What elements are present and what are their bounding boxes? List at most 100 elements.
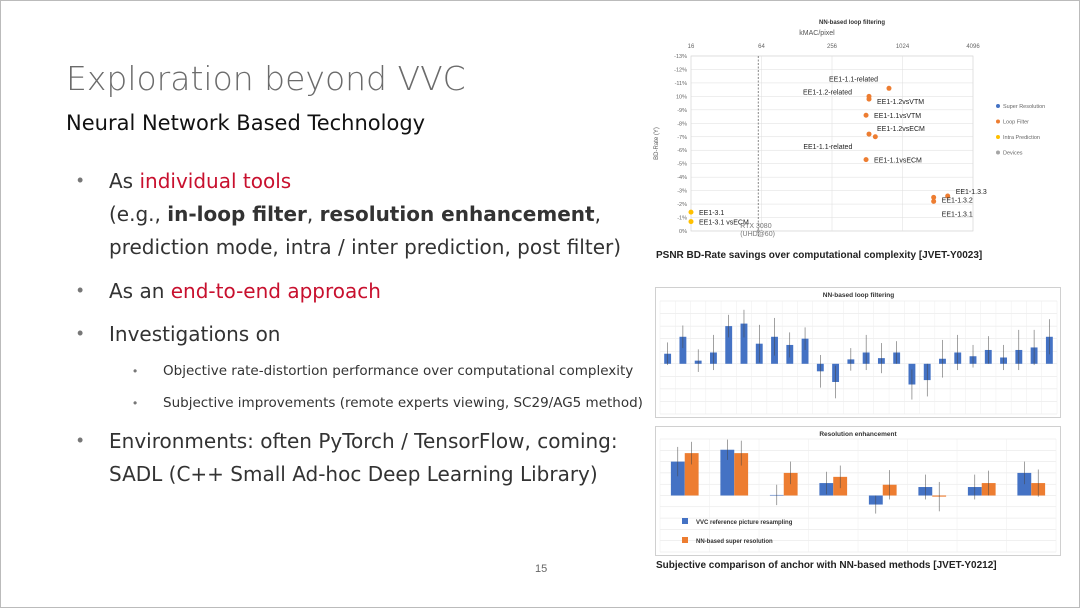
chart2-frame: NN-based loop filtering bbox=[655, 287, 1061, 418]
bullet-text: (e.g., bbox=[109, 202, 168, 226]
legend-marker bbox=[682, 537, 688, 543]
data-point bbox=[872, 134, 878, 140]
x-axis-label: kMAC/pixel bbox=[799, 30, 835, 37]
bullet-dot: • bbox=[77, 280, 84, 300]
bullet-text: Investigations on bbox=[109, 322, 281, 346]
data-point bbox=[945, 193, 951, 199]
chart1-caption: PSNR BD-Rate savings over computational … bbox=[656, 250, 983, 261]
bullet-text: , bbox=[594, 202, 601, 226]
bullet-item: (e.g., in-loop filter, resolution enhanc… bbox=[109, 202, 601, 226]
data-label: EE1-1.3.1 bbox=[942, 211, 973, 218]
data-point bbox=[931, 194, 937, 200]
legend-marker bbox=[682, 518, 688, 524]
data-point bbox=[931, 198, 937, 204]
y-tick-label: 0% bbox=[679, 229, 687, 235]
data-label: EE1-1.1vsECM bbox=[874, 158, 922, 165]
data-label: EE1-1.3.2 bbox=[942, 197, 973, 204]
x-tick-label: 256 bbox=[827, 44, 838, 50]
bold-text: resolution enhancement bbox=[319, 202, 595, 226]
data-point bbox=[863, 157, 869, 163]
legend-label: Loop Filter bbox=[1003, 120, 1029, 126]
y-tick-label: -8% bbox=[677, 121, 687, 127]
x-tick-label: 64 bbox=[758, 44, 765, 50]
data-label: EE1-1.2-related bbox=[803, 89, 852, 96]
highlighted-text: end-to-end approach bbox=[170, 279, 381, 303]
data-point bbox=[866, 131, 872, 137]
y-tick-label: -5% bbox=[677, 162, 687, 168]
bullet-text: Environments: often PyTorch / TensorFlow… bbox=[109, 429, 618, 453]
bar bbox=[740, 323, 748, 364]
data-label: EE1-1.1-related bbox=[829, 76, 878, 83]
bar bbox=[734, 453, 749, 496]
legend-label: Devices bbox=[1003, 151, 1023, 157]
data-point bbox=[756, 229, 760, 233]
data-point bbox=[688, 209, 694, 215]
bar bbox=[783, 472, 798, 496]
bullet-item: Environments: often PyTorch / TensorFlow… bbox=[109, 429, 618, 453]
bar bbox=[684, 453, 699, 496]
y-axis-label: BD-Rate (Y) bbox=[654, 127, 660, 160]
bullet-text: As an bbox=[109, 279, 171, 303]
chart-title: Resolution enhancement bbox=[819, 431, 897, 438]
data-point bbox=[866, 96, 872, 102]
sub-bullet-item: Objective rate-distortion performance ov… bbox=[163, 363, 634, 379]
bullet-text: prediction mode, intra / inter predictio… bbox=[109, 235, 622, 259]
bold-text: in-loop filter bbox=[167, 202, 307, 226]
data-point bbox=[688, 219, 694, 225]
bullet-dot: • bbox=[77, 323, 84, 343]
bullet-item: As individual tools bbox=[109, 169, 291, 193]
legend-label: NN-based super resolution bbox=[696, 539, 773, 545]
bar bbox=[725, 326, 733, 364]
bar bbox=[670, 461, 685, 496]
chart3-frame: Resolution enhancement VVC reference pict… bbox=[655, 426, 1061, 556]
bullet-dot: • bbox=[77, 430, 84, 450]
data-label: EE1-3.1 vsECM bbox=[699, 220, 749, 227]
x-tick-label: 1024 bbox=[896, 44, 910, 50]
y-tick-label: -4% bbox=[677, 175, 687, 181]
y-tick-label: -3% bbox=[677, 189, 687, 195]
legend-marker bbox=[996, 135, 1000, 139]
data-label: RTX 3080 bbox=[740, 223, 771, 230]
slide-title: Exploration beyond VVC bbox=[66, 59, 466, 98]
bar bbox=[720, 449, 735, 496]
y-tick-label: -2% bbox=[677, 202, 687, 208]
sub-bullet-dot: • bbox=[133, 364, 138, 378]
data-label: EE1-1.2vsVTM bbox=[877, 99, 924, 106]
legend-label: VVC reference picture resampling bbox=[696, 520, 793, 526]
bullet-item: prediction mode, intra / inter predictio… bbox=[109, 235, 621, 259]
data-point bbox=[863, 112, 869, 118]
legend-label: Intra Prediction bbox=[1003, 135, 1040, 141]
y-tick-label: -6% bbox=[677, 148, 687, 154]
y-tick-label: -9% bbox=[677, 108, 687, 114]
y-tick-label: -1% bbox=[677, 216, 687, 222]
chart-title: NN-based loop filtering bbox=[823, 292, 895, 299]
bullet-dot: • bbox=[77, 170, 84, 190]
y-tick-label: -12% bbox=[674, 67, 687, 73]
x-tick-label: 16 bbox=[688, 44, 695, 50]
bullet-item: As an end-to-end approach bbox=[109, 279, 381, 303]
bar bbox=[1017, 472, 1032, 496]
page-number: 15 bbox=[535, 563, 548, 575]
legend-marker bbox=[996, 119, 1000, 124]
bar-chart-loop-filtering: NN-based loop filtering bbox=[659, 292, 1058, 415]
bullet-text: SADL (C++ Small Ad-hoc Deep Learning Lib… bbox=[109, 462, 598, 486]
data-label: EE1-1.1vsVTM bbox=[874, 113, 921, 120]
chart3-caption: Subjective comparison of anchor with NN-… bbox=[656, 560, 997, 571]
slide-subtitle: Neural Network Based Technology bbox=[66, 111, 426, 135]
y-tick-label: -7% bbox=[677, 135, 687, 141]
bullet-text: As bbox=[109, 169, 140, 193]
data-point bbox=[886, 85, 892, 91]
x-tick-label: 4096 bbox=[966, 44, 980, 50]
legend-label: Super Resolution bbox=[1003, 104, 1045, 110]
data-label: (UHD@60) bbox=[740, 231, 775, 238]
y-tick-label: -13% bbox=[674, 54, 687, 60]
y-tick-label: -11% bbox=[675, 81, 688, 87]
legend-marker bbox=[996, 104, 1000, 108]
data-label: EE1-1.3.3 bbox=[956, 189, 987, 196]
chart-title: NN-based loop filtering bbox=[819, 20, 885, 26]
bar bbox=[679, 336, 687, 364]
data-label: EE1-1.1-related bbox=[803, 144, 852, 151]
data-label: EE1-1.2vsECM bbox=[877, 126, 925, 133]
sub-bullet-item: Subjective improvements (remote experts … bbox=[163, 395, 643, 411]
